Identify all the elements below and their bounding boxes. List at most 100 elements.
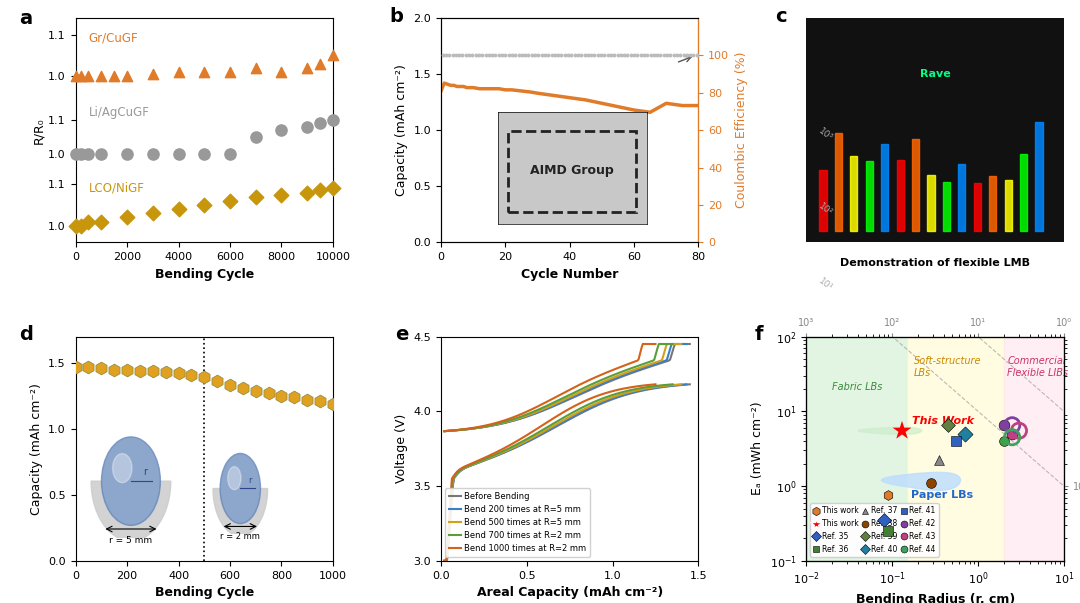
Point [629,51,646,60]
Point [106,365,123,374]
Point [93,149,110,159]
Point [119,71,136,81]
X-axis label: Bending Radius (r, cm): Bending Radius (r, cm) [855,593,1015,603]
Point [665,51,683,60]
Bar [1020,148,1027,231]
Point [537,51,554,60]
Y-axis label: Voltage (V): Voltage (V) [395,414,408,483]
Text: f: f [755,326,764,344]
Point [221,380,239,390]
Bar [958,163,966,231]
Point [603,51,620,60]
Point [157,367,174,377]
Point [484,51,501,60]
Text: 10³: 10³ [816,127,834,143]
Point [311,119,328,128]
Point [616,51,633,60]
Point [1003,420,1021,430]
X-axis label: Cycle Number: Cycle Number [521,268,619,280]
Point [635,51,652,60]
Point [144,149,161,159]
Bar [807,336,907,561]
Y-axis label: R/R₀: R/R₀ [32,117,45,144]
Point [93,71,110,81]
Point [487,51,504,60]
Point [503,51,521,60]
Text: This Work: This Work [912,415,974,426]
Point [1003,432,1021,442]
Point [947,436,964,446]
Point [490,51,508,60]
Point [208,376,226,386]
Y-axis label: Coulombic Efficiency (%): Coulombic Efficiency (%) [734,52,747,209]
Point [612,51,630,60]
Point [144,69,161,79]
Point [880,526,897,536]
Point [556,51,573,60]
Point [569,51,586,60]
Point [93,364,110,373]
Point [593,51,610,60]
Point [669,51,686,60]
Text: 10²: 10² [816,201,834,218]
Point [221,149,239,159]
Point [311,186,328,195]
Y-axis label: Capacity (mAh cm⁻²): Capacity (mAh cm⁻²) [395,65,408,196]
Point [526,51,543,60]
Point [170,68,187,77]
Point [450,51,468,60]
Bar [866,141,873,231]
Point [956,429,973,438]
Point [273,125,291,135]
Point [80,216,97,226]
Point [652,51,670,60]
Bar [928,153,934,231]
Text: Demonstration of flexible LMB: Demonstration of flexible LMB [840,258,1030,268]
Point [880,491,897,500]
Point [67,221,84,230]
Bar [896,165,904,231]
Point [596,51,613,60]
Point [675,51,692,60]
Point [80,71,97,81]
Bar [943,183,950,231]
Point [642,51,659,60]
Text: Soft-structure
LBs: Soft-structure LBs [914,356,982,377]
Point [444,51,461,60]
Point [195,68,213,77]
Text: Commercial
Flexible LIBs: Commercial Flexible LIBs [1008,356,1068,377]
Point [893,426,910,435]
Point [324,51,341,60]
Point [298,63,315,73]
Text: Paper LBs: Paper LBs [910,490,973,500]
Y-axis label: Capacity (mAh cm⁻²): Capacity (mAh cm⁻²) [29,383,43,514]
Point [662,51,679,60]
Point [589,51,606,60]
Bar [1036,166,1042,231]
Point [247,192,265,201]
Point [437,51,455,60]
Point [273,190,291,200]
Text: Fabric LBs: Fabric LBs [833,382,882,391]
Point [497,51,514,60]
Point [460,51,477,60]
Point [875,516,892,525]
Point [170,368,187,378]
Point [576,51,593,60]
Point [454,51,471,60]
Point [234,383,252,393]
Point [553,51,570,60]
Text: b: b [390,7,404,26]
Point [324,183,341,193]
Point [247,63,265,73]
Point [170,204,187,214]
Point [656,51,673,60]
Bar [835,121,842,231]
Point [516,51,534,60]
Ellipse shape [881,472,960,490]
Point [221,196,239,206]
Point [463,51,481,60]
Ellipse shape [859,428,921,434]
Bar [912,169,919,231]
Point [622,51,639,60]
